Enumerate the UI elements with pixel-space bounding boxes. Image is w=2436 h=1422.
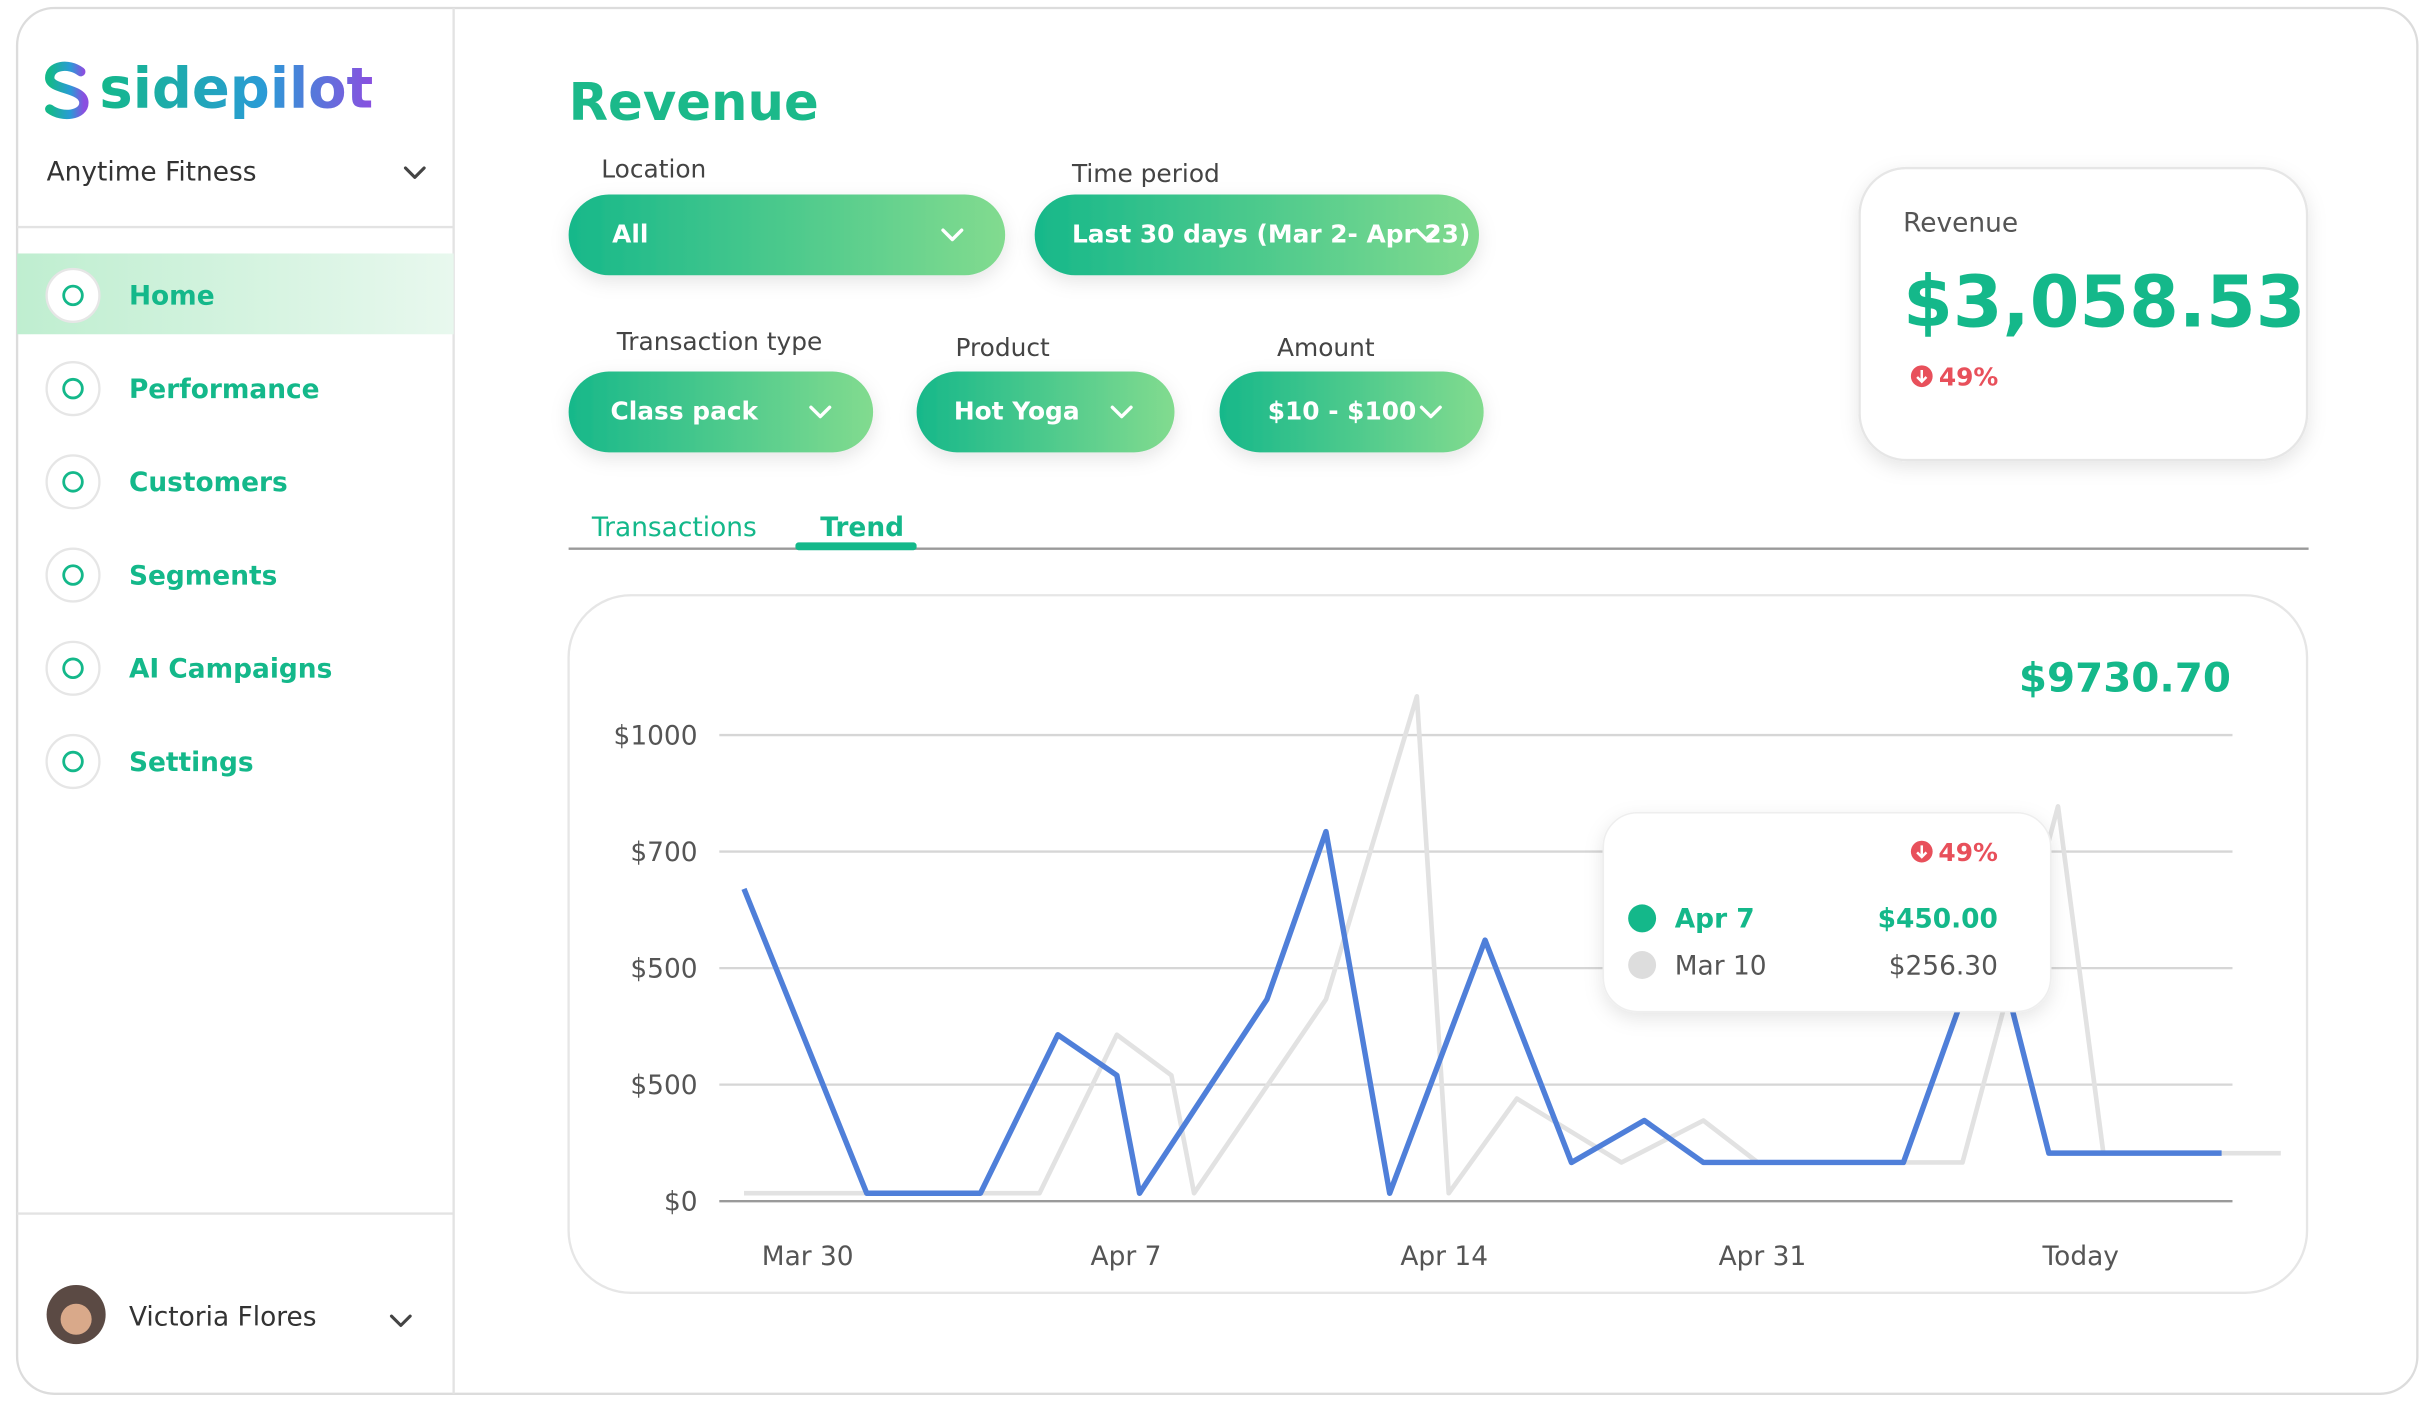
y-tick-label: $700 — [630, 837, 697, 868]
filter-dropdown[interactable]: Last 30 days (Mar 2- Apr 23) — [1034, 194, 1479, 276]
nav-item[interactable]: Customers — [45, 454, 288, 510]
filter-value: Class pack — [611, 397, 759, 426]
pill — [1219, 371, 1484, 453]
pill — [568, 371, 874, 453]
nav-label: Customers — [129, 467, 288, 498]
tooltip-label: Mar 10 — [1675, 950, 1767, 981]
card-value: $3,058.53 — [1903, 260, 2305, 343]
filter-value: Hot Yoga — [954, 397, 1080, 426]
filter-label: Location — [601, 154, 706, 183]
pill — [568, 194, 1006, 276]
y-tick-label: $500 — [630, 1070, 697, 1101]
filter-dropdown[interactable]: Class pack — [568, 371, 874, 453]
revenue-card: Revenue $3,058.53 49% — [1858, 166, 2309, 462]
chart-card — [567, 594, 2309, 1294]
tab-active[interactable]: Trend — [820, 512, 904, 543]
tooltip-change: 49% — [1938, 838, 1998, 867]
account-switcher[interactable]: Anytime Fitness — [47, 156, 426, 187]
y-tick-label: $0 — [664, 1186, 698, 1217]
avatar-face — [60, 1303, 92, 1335]
filter-value: Last 30 days (Mar 2- Apr 23) — [1072, 220, 1470, 249]
tab[interactable]: Transactions — [591, 512, 757, 543]
user-name: Victoria Flores — [129, 1301, 317, 1332]
nav-item[interactable]: Settings — [45, 733, 254, 790]
pill — [1034, 194, 1479, 276]
filter-dropdown[interactable]: $10 - $100 — [1219, 371, 1484, 453]
chevron — [389, 1314, 412, 1327]
nav-label: Home — [129, 281, 215, 312]
nav-glyph — [62, 564, 84, 586]
y-tick-label: $500 — [630, 953, 697, 984]
filter-dropdown[interactable]: All — [568, 194, 1006, 276]
nav-label: AI Campaigns — [129, 654, 332, 685]
nav-glyph — [62, 284, 84, 307]
filter-label: Amount — [1277, 333, 1375, 362]
filter-dropdown[interactable]: Hot Yoga — [916, 371, 1175, 453]
card-label: Revenue — [1903, 208, 2018, 239]
tooltip-value: $450.00 — [1878, 904, 1998, 935]
tooltip: 49% Apr 7 $450.00 Mar 10 $256.30 — [1602, 811, 2052, 1013]
card-change: 49% — [1939, 363, 1999, 392]
nav-label: Settings — [129, 747, 254, 778]
series-line — [741, 828, 2222, 1196]
pill — [916, 371, 1175, 453]
filter-value: All — [612, 220, 648, 249]
nav-glyph — [62, 657, 84, 679]
nav-list: Home Performance Customers Segments AI Campa… — [45, 267, 333, 790]
filter-value: $10 - $100 — [1268, 397, 1417, 426]
nav-label: Segments — [129, 560, 277, 591]
x-tick-label: Apr 14 — [1400, 1241, 1488, 1272]
nav-icon — [45, 267, 101, 323]
legend-dot — [1628, 904, 1657, 933]
nav-item[interactable]: Segments — [45, 547, 278, 603]
nav-icon — [45, 361, 101, 417]
chevron — [403, 166, 426, 179]
nav-icon — [45, 640, 101, 696]
tab-indicator — [795, 542, 917, 551]
tooltip-value: $256.30 — [1889, 950, 1998, 981]
tooltip-bg — [1602, 811, 2052, 1013]
chevron — [941, 228, 964, 242]
y-tick-label: $1000 — [614, 720, 698, 751]
filter-label: Transaction type — [616, 327, 823, 356]
plot: $0 $500 $500 $700 $1000 Mar 30 Apr 7 Apr 14 Apr … — [614, 694, 2281, 1272]
chevron — [809, 405, 832, 419]
x-tick-label: Apr 7 — [1091, 1241, 1162, 1272]
nav-item[interactable]: AI Campaigns — [45, 640, 333, 696]
chart-total: $9730.70 — [2019, 655, 2231, 702]
tooltip-label: Apr 7 — [1675, 904, 1755, 935]
nav-label: Performance — [129, 374, 320, 405]
nav-icon — [45, 454, 101, 510]
chevron — [1110, 405, 1133, 419]
nav-item[interactable]: Home — [45, 267, 215, 323]
down-arrow — [1916, 369, 1928, 384]
brand-name: sidepilot — [99, 56, 373, 121]
nav-item[interactable]: Performance — [45, 361, 320, 417]
card-bg — [1858, 166, 2309, 462]
nav-glyph — [62, 471, 84, 493]
down-arrow — [1916, 845, 1928, 859]
nav-icon — [45, 547, 101, 603]
x-tick-label: Apr 31 — [1719, 1241, 1807, 1272]
filter-label: Time period — [1071, 159, 1220, 188]
chevron — [1415, 228, 1438, 242]
page-title: Revenue — [569, 73, 819, 133]
account-name: Anytime Fitness — [47, 156, 257, 187]
filters: Location All Time period Last 30 days (Mar … — [568, 154, 1484, 453]
logo-icon — [45, 61, 89, 120]
user-menu[interactable]: Victoria Flores — [46, 1285, 412, 1345]
nav-glyph — [62, 750, 84, 773]
legend-dot — [1628, 951, 1657, 979]
x-tick-label: Mar 30 — [762, 1241, 854, 1272]
nav-glyph — [62, 377, 84, 400]
chevron — [1419, 405, 1442, 419]
x-tick-label: Today — [2042, 1241, 2119, 1272]
nav-icon — [45, 733, 101, 790]
filter-label: Product — [955, 333, 1050, 362]
